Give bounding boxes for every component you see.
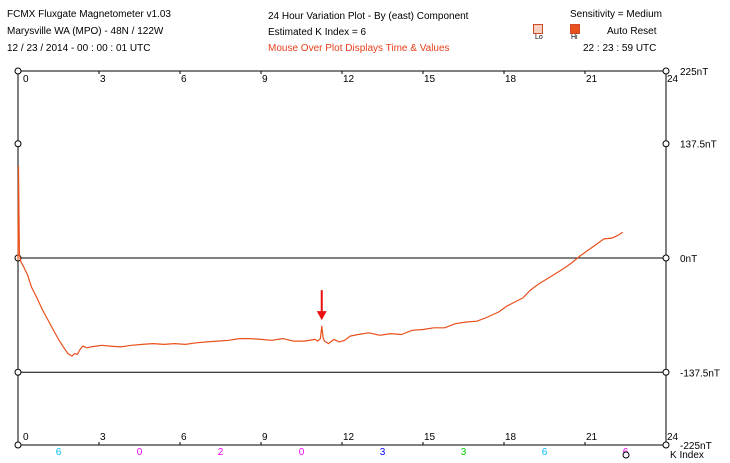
y-tick-label: -137.5nT (680, 368, 720, 379)
x-tick-label-top: 3 (100, 74, 106, 85)
x-tick-label-top: 24 (667, 74, 679, 85)
y-tick-marker-right (662, 67, 670, 75)
y-tick-marker-left (14, 368, 22, 376)
sensitivity-lo-label: Lo (535, 34, 543, 41)
k-index-value: 6 (542, 447, 548, 458)
plot-title: 24 Hour Variation Plot - By (east) Compo… (268, 11, 469, 22)
x-tick-label-top: 0 (23, 74, 29, 85)
k-index-value: 3 (380, 447, 386, 458)
y-tick-marker-right (662, 254, 670, 262)
start-time: 12 / 23 / 2014 - 00 : 00 : 01 UTC (7, 43, 151, 54)
k-index-value: 6 (56, 447, 62, 458)
k-index-label: K Index (670, 450, 704, 461)
auto-reset-label[interactable]: Auto Reset (607, 26, 657, 37)
x-tick-label-bottom: 12 (343, 432, 355, 443)
y-tick-marker-right (662, 140, 670, 148)
y-tick-label: 225nT (680, 67, 708, 78)
k-index-value: 0 (299, 447, 305, 458)
k-index-value: 3 (461, 447, 467, 458)
x-tick-label-bottom: 24 (667, 432, 679, 443)
x-tick-label-top: 9 (262, 74, 268, 85)
y-tick-label: 137.5nT (680, 140, 717, 151)
k-index-value: 0 (137, 447, 143, 458)
by-variation-line (17, 166, 624, 357)
k-index-marker (622, 451, 630, 459)
app-title: FCMX Fluxgate Magnetometer v1.03 (7, 9, 171, 20)
x-tick-label-bottom: 3 (100, 432, 106, 443)
x-tick-label-bottom: 21 (586, 432, 598, 443)
station-label: Marysville WA (MPO) - 48N / 122W (7, 26, 164, 37)
k-index-estimate: Estimated K Index = 6 (268, 27, 367, 38)
x-tick-label-top: 6 (181, 74, 187, 85)
current-time: 22 : 23 : 59 UTC (583, 43, 657, 54)
x-tick-label-top: 18 (505, 74, 517, 85)
y-tick-marker-right (662, 368, 670, 376)
sensitivity-hi-label: Hi (571, 34, 578, 41)
k-index-value: 2 (218, 447, 224, 458)
y-tick-marker-right (662, 441, 670, 449)
sensitivity-hi-checkbox[interactable] (570, 24, 580, 34)
y-tick-marker-left (14, 441, 22, 449)
annotation-arrow-head (316, 311, 327, 321)
x-tick-label-bottom: 0 (23, 432, 29, 443)
sensitivity-label: Sensitivity = Medium (570, 9, 662, 20)
x-tick-label-bottom: 18 (505, 432, 517, 443)
x-tick-label-bottom: 15 (424, 432, 436, 443)
x-tick-label-bottom: 9 (262, 432, 268, 443)
y-tick-label: 0nT (680, 254, 697, 265)
x-tick-label-top: 12 (343, 74, 355, 85)
mouse-hint: Mouse Over Plot Displays Time & Values (268, 43, 450, 54)
x-tick-label-top: 21 (586, 74, 598, 85)
x-tick-label-top: 15 (424, 74, 436, 85)
y-tick-marker-left (14, 67, 22, 75)
x-tick-label-bottom: 6 (181, 432, 187, 443)
y-tick-label: -225nT (680, 441, 712, 452)
sensitivity-lo-checkbox[interactable] (533, 24, 543, 34)
y-tick-marker-left (14, 140, 22, 148)
